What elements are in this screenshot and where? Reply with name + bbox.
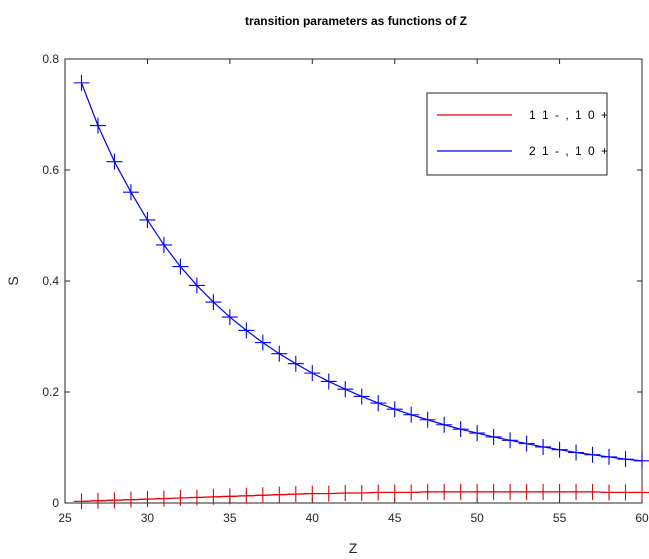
series-2-point — [73, 74, 90, 91]
series-2-point — [403, 406, 420, 423]
series-2-point — [601, 448, 618, 465]
series-2-point — [122, 184, 139, 201]
series-1-point — [502, 483, 519, 500]
series-1-point — [568, 483, 585, 500]
series-2-point — [584, 446, 601, 463]
series-1-point — [106, 492, 123, 509]
series-1-point — [419, 483, 436, 500]
legend: 1 1 - , 1 0 + 2 1 - , 1 0 + — [426, 92, 610, 176]
chart-title: transition parameters as functions of Z — [245, 14, 467, 28]
series-2-point — [106, 153, 123, 170]
series-2-point — [568, 444, 585, 461]
series-2-point — [452, 421, 469, 438]
series-1-point — [452, 483, 469, 500]
series-1-point — [155, 490, 172, 507]
series-2-point — [337, 381, 354, 398]
series-1-point — [122, 491, 139, 508]
y-tick-label-3: 0.6 — [42, 163, 59, 177]
y-tick-label-1: 0.2 — [42, 385, 59, 399]
series-1-point — [304, 485, 321, 502]
series-2-point — [139, 211, 156, 228]
series-1-point — [73, 493, 90, 510]
series-2-point — [634, 452, 649, 469]
series-1-point — [188, 489, 205, 506]
series-2-point — [617, 451, 634, 468]
series-2-point — [271, 345, 288, 362]
series-1-point — [238, 487, 255, 504]
series-1-point — [535, 483, 552, 500]
series-1-point — [403, 484, 420, 501]
series-2-point — [205, 294, 222, 311]
x-tick-label-0: 25 — [58, 511, 72, 525]
series-1-point — [617, 484, 634, 501]
x-tick-label-5: 50 — [470, 511, 484, 525]
series-1-point — [205, 488, 222, 505]
series-2 — [73, 74, 649, 469]
series-2-point — [386, 401, 403, 418]
series-1-point — [518, 483, 535, 500]
y-tick-label-4: 0.8 — [42, 52, 59, 66]
series-2-point — [188, 277, 205, 294]
series-2-point — [320, 373, 337, 390]
series-1 — [73, 483, 649, 510]
series-2-point — [436, 416, 453, 433]
series-1-point — [271, 486, 288, 503]
series-2-point — [502, 432, 519, 449]
series-1-point — [584, 483, 601, 500]
series-1-point — [485, 483, 502, 500]
series-1-point — [89, 492, 106, 509]
series-2-point — [469, 425, 486, 442]
series-1-point — [172, 490, 189, 507]
series-2-point — [287, 355, 304, 372]
series-2-point — [485, 428, 502, 445]
series-layer — [73, 74, 649, 510]
y-axis: 0 0.2 0.4 0.6 0.8 — [42, 52, 642, 510]
x-tick-label-6: 55 — [553, 511, 567, 525]
series-1-point — [370, 484, 387, 501]
series-2-point — [89, 117, 106, 134]
y-tick-label-0: 0 — [52, 496, 59, 510]
series-1-point — [221, 488, 238, 505]
series-2-point — [370, 395, 387, 412]
series-2-point — [353, 388, 370, 405]
y-axis-label: S — [5, 276, 21, 285]
x-tick-label-1: 30 — [141, 511, 155, 525]
series-1-point — [139, 491, 156, 508]
series-1-point — [469, 483, 486, 500]
series-2-point — [254, 334, 271, 351]
series-1-point — [634, 484, 649, 501]
series-2-point — [518, 435, 535, 452]
series-1-point — [337, 485, 354, 502]
series-1-point — [353, 485, 370, 502]
series-2-point — [155, 236, 172, 253]
legend-label-1: 1 1 - , 1 0 + — [529, 108, 610, 122]
series-1-point — [287, 486, 304, 503]
series-1-point — [551, 483, 568, 500]
x-tick-label-3: 40 — [306, 511, 320, 525]
series-1-point — [320, 485, 337, 502]
x-tick-label-2: 35 — [223, 511, 237, 525]
x-tick-label-7: 60 — [635, 511, 649, 525]
y-tick-label-2: 0.4 — [42, 274, 59, 288]
x-axis-label: Z — [349, 540, 358, 556]
series-1-point — [386, 484, 403, 501]
series-2-point — [221, 309, 238, 326]
x-tick-label-4: 45 — [388, 511, 402, 525]
series-2-point — [238, 322, 255, 339]
series-1-point — [254, 487, 271, 504]
series-2-point — [535, 438, 552, 455]
series-2-point — [172, 258, 189, 275]
series-2-point — [419, 411, 436, 428]
legend-label-2: 2 1 - , 1 0 + — [529, 144, 610, 158]
series-2-point — [551, 441, 568, 458]
series-1-point — [436, 483, 453, 500]
legend-box — [426, 92, 608, 176]
series-1-point — [601, 484, 618, 501]
series-2-point — [304, 365, 321, 382]
